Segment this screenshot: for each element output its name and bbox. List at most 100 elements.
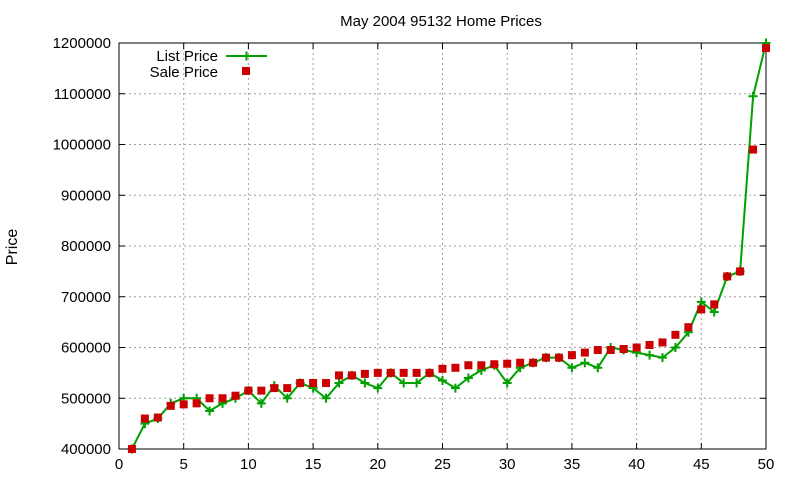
- sale-price-point: [503, 359, 512, 368]
- y-tick-label: 600000: [61, 340, 111, 357]
- sale-price-point: [334, 371, 343, 380]
- list-price-point: [567, 363, 577, 373]
- sale-price-point: [140, 414, 149, 423]
- x-tick-label: 45: [693, 456, 710, 473]
- sale-price-point: [399, 368, 408, 377]
- sale-price-point: [309, 379, 318, 388]
- list-price-point: [360, 378, 370, 388]
- sale-price-point: [218, 394, 227, 403]
- sale-price-point: [464, 361, 473, 370]
- list-price-point: [321, 393, 331, 403]
- list-price-point: [412, 378, 422, 388]
- x-tick-label: 15: [305, 456, 322, 473]
- sale-price-point: [438, 364, 447, 373]
- y-tick-label: 500000: [61, 390, 111, 407]
- sale-price-point: [373, 368, 382, 377]
- grid: [119, 43, 766, 449]
- chart-title: May 2004 95132 Home Prices: [340, 13, 542, 30]
- list-price-point: [450, 383, 460, 393]
- series-layer: [127, 38, 771, 454]
- list-price-point: [334, 378, 344, 388]
- list-price-point: [205, 406, 215, 416]
- y-tick-label: 400000: [61, 441, 111, 458]
- list-price-point: [438, 375, 447, 385]
- sale-price-point: [412, 368, 421, 377]
- plot-frame: [118, 42, 767, 450]
- x-tick-label: 0: [115, 456, 123, 473]
- x-tick-label: 50: [758, 456, 775, 473]
- sale-price-point: [153, 413, 162, 422]
- list-price-point: [580, 358, 590, 368]
- list-price-point: [748, 91, 758, 101]
- list-price-point: [502, 378, 512, 388]
- y-tick-label: 800000: [61, 238, 111, 255]
- sale-price-point: [477, 361, 486, 370]
- sale-price-point: [231, 391, 240, 400]
- sale-price-point: [529, 358, 538, 367]
- sale-price-point: [192, 399, 201, 408]
- sale-price-point: [257, 386, 266, 395]
- x-tick-label: 25: [434, 456, 451, 473]
- x-tick-label: 30: [499, 456, 516, 473]
- sale-price-point: [166, 401, 175, 410]
- list-price-point: [645, 350, 655, 360]
- sale-price-point: [606, 346, 615, 355]
- sale-price-point: [386, 368, 395, 377]
- y-tick-label: 900000: [61, 187, 111, 204]
- sale-price-point: [567, 351, 576, 360]
- x-tick-label: 10: [240, 456, 257, 473]
- sale-price-point: [244, 386, 253, 395]
- sale-price-point: [593, 346, 602, 355]
- legend: List Price Sale Price: [150, 48, 267, 81]
- sale-price-point: [762, 44, 770, 53]
- list-price-point: [256, 398, 266, 408]
- list-price-point: [657, 353, 667, 363]
- sale-price-point: [645, 340, 654, 349]
- sale-price-point: [322, 379, 331, 388]
- axis-ticks: 0 5 10 15 20 25 30 35 40 45 50 400000 500000 600000 70…: [53, 35, 775, 473]
- sale-price-point: [127, 445, 136, 453]
- list-price-point: [282, 393, 292, 403]
- y-tick-label: 1100000: [54, 86, 111, 103]
- sale-price-point: [179, 400, 188, 409]
- y-axis-label: Price: [4, 229, 21, 266]
- sale-price-point: [360, 369, 369, 378]
- legend-label-sale-price: Sale Price: [150, 64, 218, 81]
- sale-price-point: [554, 353, 563, 362]
- sale-price-point: [749, 145, 758, 154]
- list-price-point: [670, 343, 680, 352]
- sale-price-point: [283, 384, 292, 393]
- x-tick-label: 5: [180, 456, 188, 473]
- list-price-point: [399, 378, 409, 388]
- sale-price-point: [270, 384, 279, 393]
- sale-price-point: [205, 394, 214, 403]
- sale-price-point: [542, 353, 551, 362]
- sale-price-point: [658, 338, 667, 347]
- sale-price-point: [736, 267, 745, 276]
- y-tick-label: 700000: [61, 289, 111, 306]
- sale-price-point: [347, 371, 356, 380]
- list-price-point: [373, 383, 383, 393]
- sale-price-point: [710, 300, 719, 309]
- x-tick-label: 20: [369, 456, 386, 473]
- legend-marker-list-price: [242, 51, 251, 61]
- x-tick-label: 35: [564, 456, 581, 473]
- sale-price-point: [684, 323, 693, 332]
- legend-label-list-price: List Price: [156, 48, 218, 65]
- sale-price-point: [723, 272, 732, 281]
- list-price-point: [696, 297, 706, 307]
- sale-price-point: [451, 363, 460, 372]
- list-price-point: [709, 307, 719, 317]
- legend-marker-sale-price: [242, 67, 250, 75]
- sale-price-point: [632, 343, 641, 352]
- y-tick-label: 1200000: [53, 35, 111, 52]
- sale-price-point: [619, 345, 628, 354]
- sale-price-point: [425, 368, 434, 377]
- list-price-point: [593, 363, 603, 373]
- sale-price-point: [671, 330, 680, 339]
- list-price-point: [463, 373, 473, 383]
- sale-price-point: [516, 358, 525, 367]
- sale-price-point: [580, 348, 589, 357]
- x-tick-label: 40: [628, 456, 645, 473]
